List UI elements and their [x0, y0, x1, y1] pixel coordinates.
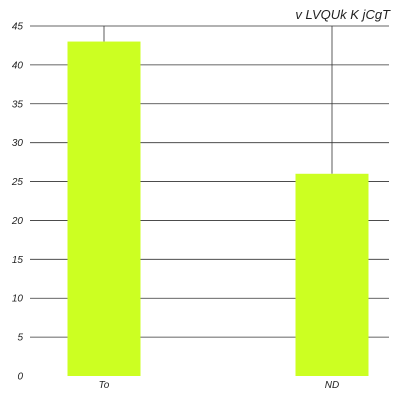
bar-to	[67, 41, 141, 377]
y-tick-label: 30	[12, 138, 24, 149]
y-tick-labels: 0 5 10 15 20 25 30 35 40 45	[11, 22, 24, 383]
x-tick-label: ND	[325, 380, 339, 391]
y-tick-label: 15	[12, 255, 24, 266]
y-tick-label: 40	[12, 60, 24, 71]
x-tick-label: To	[99, 380, 110, 391]
bar-layer	[67, 41, 369, 377]
y-tick-label: 35	[12, 99, 24, 110]
bar-nd	[295, 173, 369, 376]
y-tick-label: 20	[11, 216, 24, 227]
y-tick-label: 25	[11, 177, 24, 188]
y-tick-label: 10	[12, 294, 24, 305]
chart-title: v LVQUk K jCgT	[295, 7, 391, 22]
y-tick-label: 0	[17, 372, 23, 383]
y-tick-label: 45	[12, 22, 24, 33]
x-tick-labels: To ND	[99, 380, 340, 391]
y-tick-label: 5	[17, 333, 23, 344]
